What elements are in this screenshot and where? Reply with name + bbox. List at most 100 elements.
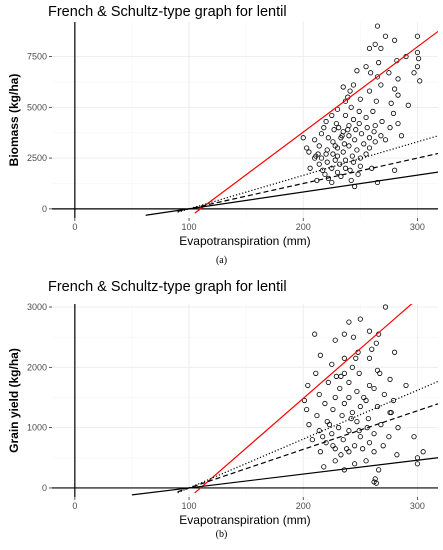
data-point	[330, 151, 336, 157]
data-point	[323, 151, 329, 157]
data-point	[357, 316, 363, 322]
data-point	[417, 78, 423, 84]
data-point	[346, 379, 352, 386]
data-point	[352, 443, 358, 449]
data-point	[365, 415, 371, 422]
data-point	[366, 440, 373, 446]
data-point	[363, 114, 369, 121]
data-point	[411, 434, 417, 440]
y-tick-label: 2000	[27, 362, 47, 372]
data-point	[330, 406, 336, 413]
data-point	[366, 145, 373, 151]
data-point	[390, 110, 397, 116]
data-point	[379, 118, 385, 125]
data-point	[332, 394, 338, 401]
x-tick-label: 0	[72, 501, 77, 511]
data-point	[329, 112, 335, 119]
data-point	[376, 60, 382, 66]
data-point	[380, 443, 386, 449]
grain-yield-chart-caption: (b)	[215, 529, 228, 540]
data-point	[371, 129, 377, 135]
data-point	[366, 328, 373, 334]
data-point	[331, 127, 337, 133]
line-red	[194, 304, 413, 494]
data-point	[353, 355, 359, 361]
chart-title: French & Schultz-type graph for lentil	[48, 279, 287, 295]
data-point	[346, 133, 352, 139]
line-dotted	[177, 380, 438, 494]
data-point	[300, 135, 306, 141]
y-tick-label: 7500	[27, 52, 47, 62]
data-point	[363, 64, 369, 70]
data-point	[386, 70, 392, 76]
data-point	[333, 373, 339, 379]
data-point	[382, 304, 389, 310]
data-point	[387, 125, 393, 131]
line-dashed	[177, 403, 438, 493]
data-point	[371, 449, 377, 455]
data-point	[341, 141, 347, 147]
data-point	[342, 165, 349, 171]
data-point	[360, 446, 366, 452]
biomass-chart: French & Schultz-type graph for lentil 0 1…	[7, 4, 438, 248]
x-axis-title: Evapotranspiration (mm)	[179, 513, 310, 527]
data-point	[363, 458, 369, 464]
data-point	[374, 179, 381, 186]
data-point	[314, 412, 320, 419]
y-tick-label: 1000	[27, 423, 47, 433]
data-point	[346, 143, 352, 149]
line-dotted	[177, 135, 438, 213]
data-point	[373, 480, 379, 486]
data-point	[357, 403, 363, 410]
x-tick-label: 100	[182, 222, 197, 232]
data-point	[322, 171, 328, 177]
data-point	[339, 412, 345, 419]
data-point	[356, 108, 362, 114]
data-point	[357, 96, 363, 102]
x-tick-label: 200	[296, 501, 311, 511]
data-point	[366, 355, 373, 361]
data-point	[390, 397, 397, 404]
data-point	[346, 319, 352, 325]
data-point	[356, 370, 362, 376]
data-point	[372, 41, 378, 47]
data-point	[388, 100, 394, 106]
data-point	[356, 120, 362, 127]
data-point	[349, 409, 355, 416]
data-point	[312, 331, 318, 337]
data-point	[344, 446, 350, 452]
data-point	[363, 151, 369, 157]
data-point	[318, 131, 325, 137]
data-point	[364, 425, 370, 431]
data-point	[411, 70, 417, 76]
grain-yield-chart-panel: French & Schultz-type graph for lentil 0 1…	[0, 275, 443, 550]
data-point	[420, 449, 426, 455]
data-point	[392, 349, 398, 355]
data-point	[356, 428, 362, 434]
data-point	[349, 153, 355, 159]
data-point	[373, 98, 379, 104]
data-point	[350, 334, 357, 340]
data-point	[354, 147, 360, 153]
data-point	[329, 165, 335, 171]
data-point	[329, 361, 335, 367]
data-point	[388, 409, 394, 416]
data-point	[348, 177, 354, 184]
data-point	[341, 400, 347, 407]
data-point	[321, 464, 327, 470]
data-point	[306, 422, 312, 428]
data-point	[372, 139, 378, 145]
data-point	[366, 382, 373, 389]
data-point	[326, 422, 333, 428]
line-solid	[145, 171, 438, 216]
data-point	[377, 370, 383, 376]
data-point	[307, 165, 313, 171]
data-point	[350, 82, 357, 88]
data-point	[387, 376, 393, 382]
data-point	[339, 133, 345, 139]
data-point	[371, 385, 377, 392]
data-point	[414, 49, 421, 56]
data-point	[414, 64, 421, 70]
data-point	[371, 431, 377, 437]
data-point	[353, 127, 359, 133]
